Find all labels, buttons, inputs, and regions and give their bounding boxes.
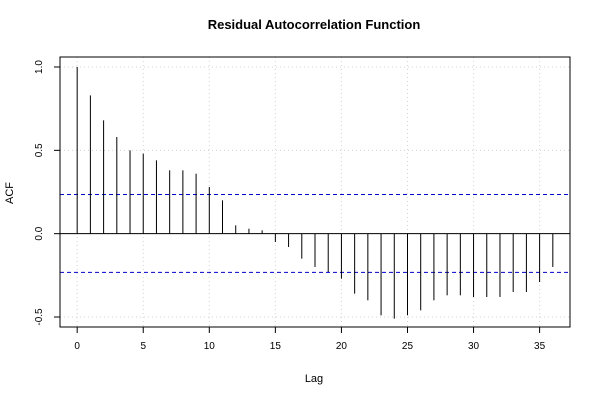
x-tick-label-5: 25 <box>402 341 414 352</box>
y-axis-label: ACF <box>4 182 16 204</box>
y-tick-label-0: -0.5 <box>34 308 45 326</box>
x-tick-label-7: 35 <box>534 341 546 352</box>
y-tick-label-1: 0.0 <box>34 226 45 240</box>
y-tick-label-2: 0.5 <box>34 143 45 157</box>
x-tick-label-1: 5 <box>140 341 146 352</box>
x-tick-label-3: 15 <box>270 341 282 352</box>
x-tick-label-2: 10 <box>204 341 216 352</box>
axes: 0 5 10 15 20 25 30 35 -0.5 0.0 0.5 1.0 <box>34 60 546 352</box>
grid-layer <box>60 57 570 327</box>
x-tick-label-0: 0 <box>74 341 80 352</box>
y-tick-label-3: 1.0 <box>34 60 45 74</box>
plot-frame <box>59 56 571 328</box>
acf-spikes <box>76 67 554 319</box>
x-axis-label: Lag <box>305 373 323 385</box>
x-tick-label-4: 20 <box>336 341 348 352</box>
chart-title: Residual Autocorrelation Function <box>208 17 421 32</box>
x-tick-label-6: 30 <box>468 341 480 352</box>
